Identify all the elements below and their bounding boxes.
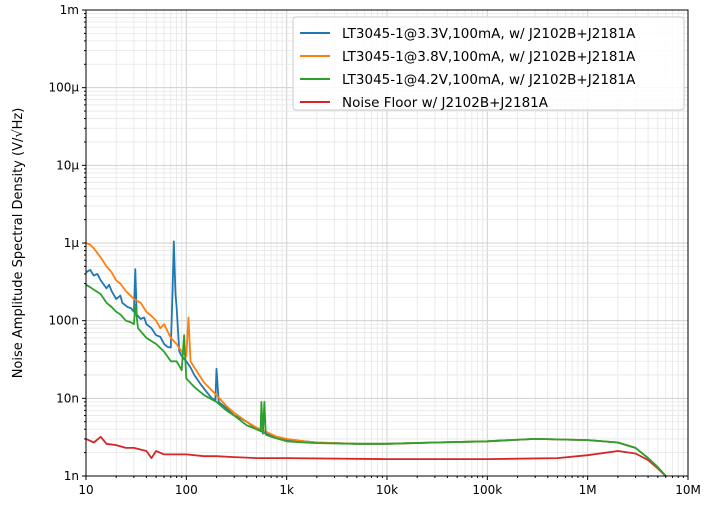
legend-label: Noise Floor w/ J2102B+J2181A xyxy=(342,95,549,111)
plot-lines xyxy=(86,240,667,476)
axis-ticks: 10 100 1k 10k 100k 1M 10M 1n 10n 100n 1µ 10µ 100µ 1m xyxy=(48,3,700,497)
x-tick-label: 100k xyxy=(472,483,502,497)
x-tick-label: 10M xyxy=(675,483,701,497)
y-tick-label: 10n xyxy=(56,391,79,405)
y-tick-label: 100µ xyxy=(48,81,79,95)
legend: LT3045-1@3.3V,100mA, w/ J2102B+J2181A LT3… xyxy=(292,16,685,111)
y-tick-label: 100n xyxy=(48,314,79,328)
x-tick-label: 100 xyxy=(175,483,198,497)
y-axis-label: Noise Amplitude Spectral Density (V/√Hz) xyxy=(11,108,26,379)
grid xyxy=(85,10,688,477)
series-line-2 xyxy=(86,284,667,476)
x-tick-label: 10 xyxy=(78,483,93,497)
y-tick-label: 1µ xyxy=(64,236,80,250)
legend-label: LT3045-1@4.2V,100mA, w/ J2102B+J2181A xyxy=(342,72,636,88)
legend-label: LT3045-1@3.8V,100mA, w/ J2102B+J2181A xyxy=(342,49,636,65)
legend-box xyxy=(292,16,685,111)
x-tick-label: 10k xyxy=(376,483,398,497)
series-line-3 xyxy=(86,435,667,476)
y-tick-label: 10µ xyxy=(56,158,79,172)
y-tick-label: 1n xyxy=(64,469,79,483)
legend-label: LT3045-1@3.3V,100mA, w/ J2102B+J2181A xyxy=(342,26,636,42)
y-tick-label: 1m xyxy=(60,3,79,17)
series-line-0 xyxy=(86,240,667,476)
x-tick-label: 1k xyxy=(279,483,294,497)
x-tick-label: 1M xyxy=(579,483,597,497)
